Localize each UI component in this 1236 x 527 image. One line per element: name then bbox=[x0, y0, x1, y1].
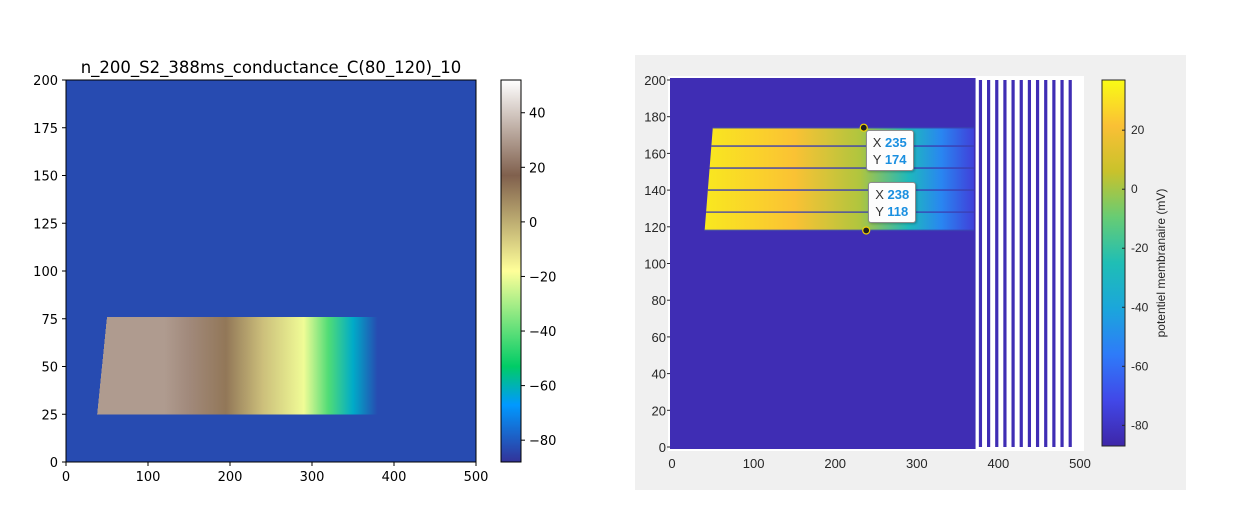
colorbar bbox=[500, 79, 522, 463]
datatip-upper-y-label: Y bbox=[872, 151, 882, 167]
colorbar-label: potentiel membranaire (mV) bbox=[1154, 189, 1168, 338]
datatip-lower-y-label: Y bbox=[875, 204, 884, 220]
datatip-lower-x-label: X bbox=[875, 187, 884, 203]
colorbar-tick-label: 40 bbox=[529, 107, 546, 122]
y-tick-label: 180 bbox=[644, 110, 666, 125]
colorbar-tick-label: −40 bbox=[529, 325, 556, 340]
colorbar-tick-label: -40 bbox=[1131, 300, 1149, 314]
datatip-upper-y-value: 174 bbox=[884, 151, 907, 167]
y-tick-label: 120 bbox=[644, 220, 666, 235]
datatip-lower[interactable]: X 238 Y 118 bbox=[868, 182, 917, 224]
colorbar-tick-label: 0 bbox=[1131, 182, 1138, 196]
colorbar-tick-label: 20 bbox=[529, 161, 546, 176]
datatip-upper-x-value: 235 bbox=[885, 134, 907, 150]
x-tick-label: 400 bbox=[988, 456, 1010, 471]
y-tick-label: 100 bbox=[33, 265, 58, 280]
x-tick-label: 500 bbox=[464, 470, 489, 485]
datatip-lower-y-value: 118 bbox=[887, 204, 909, 220]
y-tick-label: 175 bbox=[33, 122, 58, 137]
right-scatter-figure: 0 100 200 300 400 500020406080100120140160180… bbox=[644, 73, 1168, 471]
y-tick-label: 160 bbox=[644, 146, 666, 161]
y-tick-label: 140 bbox=[644, 183, 666, 198]
y-tick-label: 100 bbox=[644, 257, 666, 272]
y-tick-label: 40 bbox=[652, 367, 666, 382]
colorbar-tick-label: 20 bbox=[1131, 123, 1145, 137]
x-tick-label: 200 bbox=[218, 470, 243, 485]
y-tick-label: 25 bbox=[41, 408, 58, 423]
y-tick-label: 150 bbox=[33, 170, 58, 185]
y-tick-label: 200 bbox=[33, 74, 58, 89]
y-tick-label: 80 bbox=[652, 293, 666, 308]
colorbar bbox=[1101, 79, 1126, 447]
heatmap-excited-region bbox=[97, 316, 378, 415]
y-tick-label: 20 bbox=[652, 403, 666, 418]
colorbar-tick-label: −60 bbox=[529, 380, 556, 395]
datatip-upper[interactable]: X 235 Y 174 bbox=[865, 129, 914, 171]
right-figure-panel: 0 100 200 300 400 500 0 20 40 60 80 100 120 140 160 180… bbox=[635, 55, 1186, 490]
y-tick-label: 125 bbox=[33, 217, 58, 232]
x-tick-label: 0 bbox=[62, 470, 70, 485]
x-tick-label: 300 bbox=[906, 456, 928, 471]
datatip-marker bbox=[862, 226, 871, 235]
x-tick-label: 100 bbox=[743, 456, 765, 471]
colorbar-tick-label: -60 bbox=[1131, 359, 1149, 373]
y-tick-label: 75 bbox=[41, 313, 58, 328]
scatter-excited-region bbox=[704, 127, 974, 231]
y-tick-label: 0 bbox=[50, 456, 58, 471]
x-tick-label: 0 bbox=[668, 456, 675, 471]
colorbar-tick-label: 0 bbox=[529, 216, 537, 231]
y-tick-label: 60 bbox=[652, 330, 666, 345]
left-heatmap-figure: n_200_S2_388ms_conductance_C(80_120)_10 0… bbox=[33, 58, 556, 485]
colorbar-tick-label: −80 bbox=[529, 434, 556, 449]
y-tick-label: 200 bbox=[644, 73, 666, 88]
datatip-upper-x-label: X bbox=[872, 134, 882, 150]
datatip-lower-x-value: 238 bbox=[887, 187, 910, 203]
x-tick-label: 300 bbox=[300, 470, 325, 485]
x-tick-label: 400 bbox=[382, 470, 407, 485]
colorbar-tick-label: −20 bbox=[529, 270, 556, 285]
y-tick-label: 50 bbox=[41, 361, 58, 376]
y-tick-label: 0 bbox=[659, 440, 666, 455]
heatmap-title: n_200_S2_388ms_conductance_C(80_120)_10 bbox=[81, 58, 462, 78]
x-tick-label: 500 bbox=[1069, 456, 1091, 471]
x-tick-label: 100 bbox=[136, 470, 161, 485]
datatip-marker bbox=[859, 123, 868, 132]
x-tick-label: 200 bbox=[824, 456, 846, 471]
colorbar-tick-label: -80 bbox=[1131, 418, 1149, 432]
colorbar-tick-label: -20 bbox=[1131, 241, 1149, 255]
